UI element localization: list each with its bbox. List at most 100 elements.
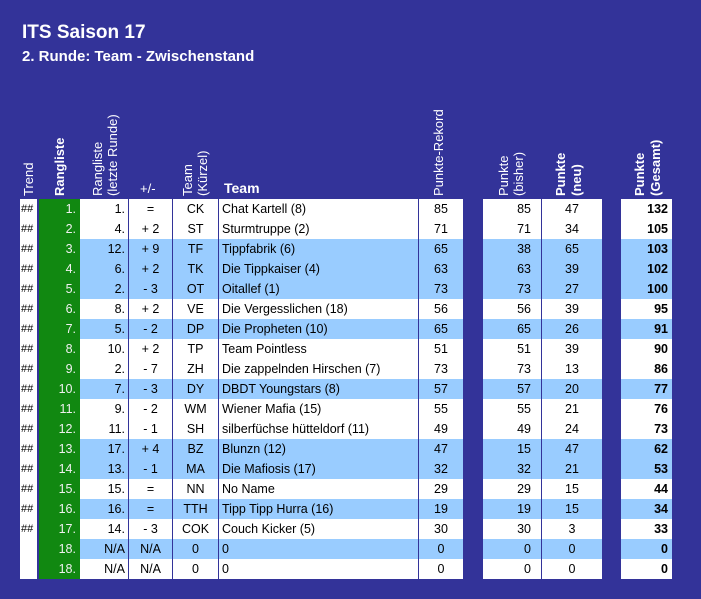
punkte-rekord-cell: 47 [419,439,463,459]
punkte-rekord-cell: 51 [419,339,463,359]
punkte-gesamt-cell: 33 [621,519,672,539]
plus-minus-cell: + 9 [129,239,172,259]
rank-cell: 9. [39,359,80,379]
column-divider [218,199,219,579]
punkte-rekord-cell: 63 [419,259,463,279]
page-subtitle: 2. Runde: Team - Zwischenstand [22,48,255,65]
punkte-neu-cell: 47 [542,439,602,459]
header-punkte-bisher-2: (bisher) [511,151,526,196]
punkte-bisher-cell: 49 [483,419,541,439]
punkte-gesamt-cell: 91 [621,319,672,339]
punkte-gesamt-cell: 86 [621,359,672,379]
plus-minus-cell: N/A [129,559,172,579]
punkte-bisher-cell: 65 [483,319,541,339]
trend-cell: ## [20,359,37,379]
punkte-gesamt-cell: 62 [621,439,672,459]
last-round-cell: 2. [80,279,128,299]
trend-cell [20,559,37,579]
team-name-cell: No Name [219,479,418,499]
team-name-cell: 0 [219,539,418,559]
table-row: ## 17. 14. - 3 COK Couch Kicker (5) 30 30 3 33 [0,519,701,539]
punkte-bisher-cell: 51 [483,339,541,359]
last-round-cell: 15. [80,479,128,499]
team-name-cell: Blunzn (12) [219,439,418,459]
plus-minus-cell: - 3 [129,379,172,399]
punkte-neu-cell: 24 [542,419,602,439]
trend-cell: ## [20,399,37,419]
last-round-cell: N/A [80,559,128,579]
punkte-rekord-cell: 0 [419,539,463,559]
table-row: ## 14. 13. - 1 MA Die Mafiosis (17) 32 32 21 53 [0,459,701,479]
team-name-cell: Die zappelnden Hirschen (7) [219,359,418,379]
punkte-neu-cell: 21 [542,399,602,419]
trend-cell: ## [20,259,37,279]
punkte-gesamt-cell: 0 [621,539,672,559]
punkte-bisher-cell: 0 [483,539,541,559]
punkte-gesamt-cell: 34 [621,499,672,519]
trend-cell: ## [20,219,37,239]
punkte-rekord-cell: 19 [419,499,463,519]
punkte-bisher-cell: 73 [483,279,541,299]
header-punkte-bisher-1: Punkte [496,155,511,196]
team-code-cell: DY [173,379,218,399]
team-code-cell: TF [173,239,218,259]
last-round-cell: 4. [80,219,128,239]
rank-cell: 14. [39,459,80,479]
punkte-rekord-cell: 85 [419,199,463,219]
column-divider [418,199,419,579]
plus-minus-cell: + 2 [129,339,172,359]
punkte-neu-cell: 0 [542,559,602,579]
team-name-cell: silberfüchse hütteldorf (11) [219,419,418,439]
header-team: Team [224,180,260,196]
rank-cell: 11. [39,399,80,419]
team-code-cell: OT [173,279,218,299]
trend-cell: ## [20,319,37,339]
header-punkte-gesamt-2: (Gesamt) [648,139,663,196]
plus-minus-cell: - 1 [129,459,172,479]
team-name-cell: Couch Kicker (5) [219,519,418,539]
header-team-code-1: Team [180,164,195,196]
last-round-cell: 12. [80,239,128,259]
punkte-neu-cell: 26 [542,319,602,339]
rank-cell: 5. [39,279,80,299]
punkte-gesamt-cell: 102 [621,259,672,279]
punkte-neu-cell: 65 [542,239,602,259]
punkte-rekord-cell: 56 [419,299,463,319]
trend-cell: ## [20,299,37,319]
header-punkte-rekord: Punkte-Rekord [431,109,446,196]
plus-minus-cell: + 4 [129,439,172,459]
team-code-cell: VE [173,299,218,319]
punkte-neu-cell: 20 [542,379,602,399]
punkte-neu-cell: 0 [542,539,602,559]
team-name-cell: Sturmtruppe (2) [219,219,418,239]
punkte-rekord-cell: 65 [419,239,463,259]
table-row: ## 16. 16. = TTH Tipp Tipp Hurra (16) 19 19 15 34 [0,499,701,519]
team-name-cell: Tipp Tipp Hurra (16) [219,499,418,519]
team-name-cell: Wiener Mafia (15) [219,399,418,419]
last-round-cell: 2. [80,359,128,379]
table-row: ## 5. 2. - 3 OT Oitallef (1) 73 73 27 100 [0,279,701,299]
last-round-cell: 16. [80,499,128,519]
punkte-gesamt-cell: 0 [621,559,672,579]
header-trend: Trend [21,162,36,196]
rank-cell: 17. [39,519,80,539]
table-row: ## 1. 1. = CK Chat Kartell (8) 85 85 47 132 [0,199,701,219]
punkte-neu-cell: 34 [542,219,602,239]
punkte-rekord-cell: 29 [419,479,463,499]
team-code-cell: DP [173,319,218,339]
column-divider [541,199,542,579]
team-name-cell: Die Vergesslichen (18) [219,299,418,319]
team-code-cell: ZH [173,359,218,379]
last-round-cell: 11. [80,419,128,439]
rank-cell: 10. [39,379,80,399]
punkte-rekord-cell: 73 [419,359,463,379]
punkte-neu-cell: 39 [542,259,602,279]
team-code-cell: ST [173,219,218,239]
punkte-gesamt-cell: 95 [621,299,672,319]
plus-minus-cell: = [129,499,172,519]
table-row: ## 15. 15. = NN No Name 29 29 15 44 [0,479,701,499]
plus-minus-cell: - 3 [129,519,172,539]
plus-minus-cell: + 2 [129,219,172,239]
table-row: ## 12. 11. - 1 SH silberfüchse hütteldorf (11… [0,419,701,439]
punkte-gesamt-cell: 100 [621,279,672,299]
